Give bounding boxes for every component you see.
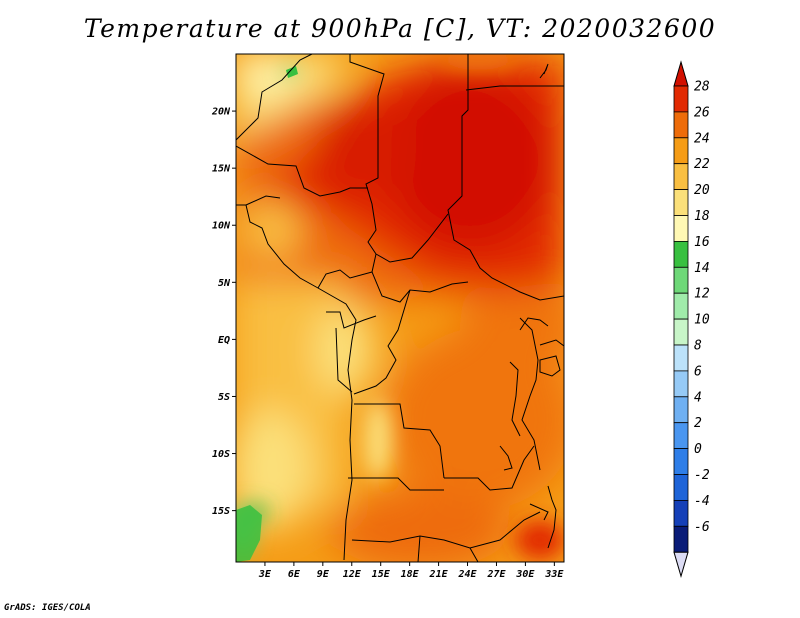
colorbar-label: 28	[694, 80, 710, 95]
colorbar-underflow-triangle	[673, 551, 689, 578]
lat-tick-label: 15N	[212, 164, 231, 175]
colorbar-box	[673, 474, 689, 501]
colorbar-label: 12	[694, 287, 710, 302]
colorbar-label: -6	[694, 520, 710, 535]
colorbar-box	[673, 499, 689, 527]
colorbar-box	[673, 189, 689, 216]
colorbar-label: 0	[694, 442, 702, 457]
lat-tick-label: 5N	[218, 278, 231, 289]
lat-tick-label: 10S	[212, 449, 230, 460]
colorbar-label: 14	[694, 261, 710, 276]
lon-tick-label: 21E	[429, 569, 449, 580]
colorbar-box	[673, 111, 689, 139]
colorbar-label: 24	[694, 131, 710, 146]
colorbar-overflow-triangle	[673, 60, 689, 87]
colorbar-label: 16	[694, 235, 710, 250]
colorbar-box	[673, 137, 689, 165]
lon-tick-label: 12E	[343, 569, 362, 580]
footer-credit: GrADS: IGES/COLA	[4, 603, 91, 613]
lon-tick-label: 9E	[317, 569, 330, 580]
colorbar-label: 22	[694, 157, 710, 172]
colorbar-box	[673, 370, 689, 398]
colorbar-box	[673, 266, 689, 294]
lon-tick-label: 15E	[372, 569, 391, 580]
colorbar-label: 18	[694, 209, 710, 224]
map-frame	[235, 53, 565, 563]
temperature-field	[236, 54, 564, 562]
lat-tick-label: 10N	[212, 221, 231, 232]
latitude-axis: 20N 15N 10N 5N EQ 5S 10S 15S	[211, 107, 236, 517]
colorbar-box	[673, 525, 689, 553]
colorbar-box	[673, 240, 689, 268]
lat-tick-label: EQ	[218, 335, 230, 346]
colorbar-box	[673, 292, 689, 320]
colorbar-box	[673, 344, 689, 372]
colorbar-box	[673, 215, 689, 242]
lat-tick-label: 20N	[211, 107, 231, 118]
colorbar-label: 20	[694, 183, 710, 198]
lon-tick-label: 30E	[515, 569, 535, 580]
lon-tick-label: 6E	[288, 569, 301, 580]
colorbar-label: 2	[694, 416, 702, 431]
colorbar-label: 10	[694, 313, 710, 328]
lat-tick-label: 5S	[218, 392, 230, 403]
colorbar-label: -2	[694, 468, 710, 483]
longitude-axis: 3E 6E 9E 12E 15E 18E 21E 24E 27E 30E 33E	[258, 562, 564, 580]
lon-tick-label: 18E	[401, 569, 420, 580]
map-title: Temperature at 900hPa [C], VT: 202003260…	[83, 14, 717, 43]
colorbar-label: 8	[694, 339, 702, 354]
colorbar-box	[673, 163, 689, 190]
colorbar-label: -4	[694, 494, 710, 509]
colorbar-box	[673, 85, 689, 113]
colorbar-label: 26	[694, 105, 710, 120]
lat-tick-label: 15S	[212, 506, 230, 517]
lon-tick-label: 33E	[544, 569, 564, 580]
lon-tick-label: 27E	[486, 569, 506, 580]
map-boundaries	[236, 54, 564, 562]
lon-tick-label: 3E	[258, 569, 272, 580]
colorbar-box	[673, 318, 689, 346]
colorbar-box	[673, 422, 689, 450]
lon-tick-label: 24E	[457, 569, 477, 580]
colorbar-box	[673, 448, 689, 475]
colorbar-label: 4	[694, 390, 702, 405]
colorbar-label: 6	[694, 364, 702, 379]
colorbar-box	[673, 396, 689, 424]
